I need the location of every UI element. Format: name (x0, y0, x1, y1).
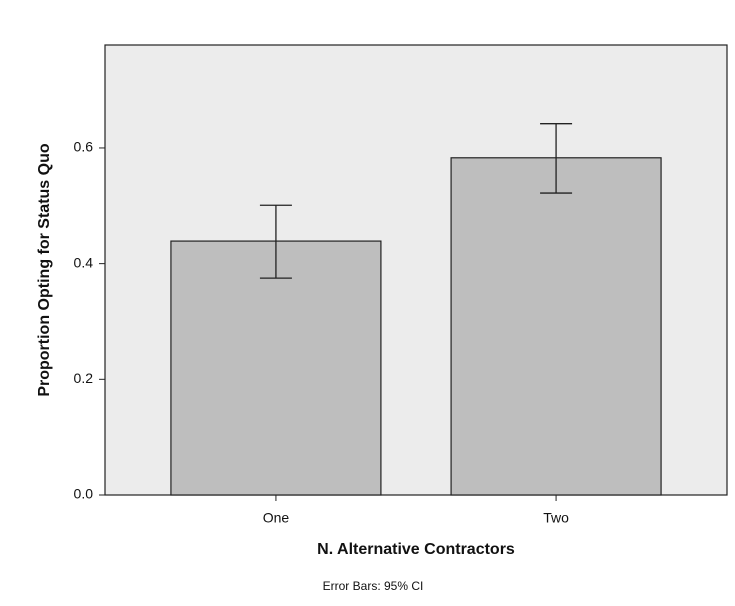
y-axis-label: Proportion Opting for Status Quo (36, 143, 53, 397)
bar (170, 240, 382, 496)
x-tick-label: Two (543, 510, 569, 526)
x-tick-label: One (263, 510, 290, 526)
y-tick-label: 0.6 (74, 139, 94, 155)
footnote: Error Bars: 95% CI (323, 579, 424, 593)
y-tick-label: 0.2 (74, 370, 94, 386)
x-axis-label: N. Alternative Contractors (317, 541, 515, 558)
y-tick-label: 0.0 (74, 486, 94, 502)
bar (450, 157, 662, 496)
y-tick-label: 0.4 (74, 254, 94, 270)
